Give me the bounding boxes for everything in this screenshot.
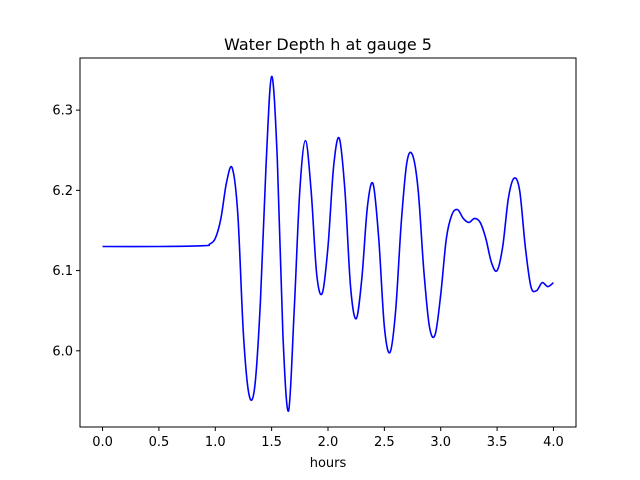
x-tick-label: 2.5 (374, 435, 395, 450)
x-axis-ticks: 0.0 0.5 1.0 1.5 2.0 2.5 3.0 3.5 4.0 (92, 427, 564, 450)
chart-title: Water Depth h at gauge 5 (224, 35, 432, 54)
x-tick-label: 1.5 (261, 435, 282, 450)
x-tick-label: 0.5 (149, 435, 170, 450)
x-tick-label: 3.5 (487, 435, 508, 450)
y-tick-label: 6.2 (52, 184, 73, 199)
x-tick-label: 0.0 (92, 435, 113, 450)
x-tick-label: 2.0 (318, 435, 339, 450)
y-tick-label: 6.3 (52, 104, 73, 119)
y-tick-label: 6.1 (52, 264, 73, 279)
x-tick-label: 1.0 (205, 435, 226, 450)
x-tick-label: 4.0 (543, 435, 564, 450)
x-axis-label: hours (310, 456, 347, 471)
series-layer (102, 75, 554, 412)
series-line-0 (102, 75, 554, 412)
y-tick-label: 6.0 (52, 344, 73, 359)
y-axis-ticks: 6.0 6.1 6.2 6.3 (52, 104, 80, 359)
x-tick-label: 3.0 (430, 435, 451, 450)
